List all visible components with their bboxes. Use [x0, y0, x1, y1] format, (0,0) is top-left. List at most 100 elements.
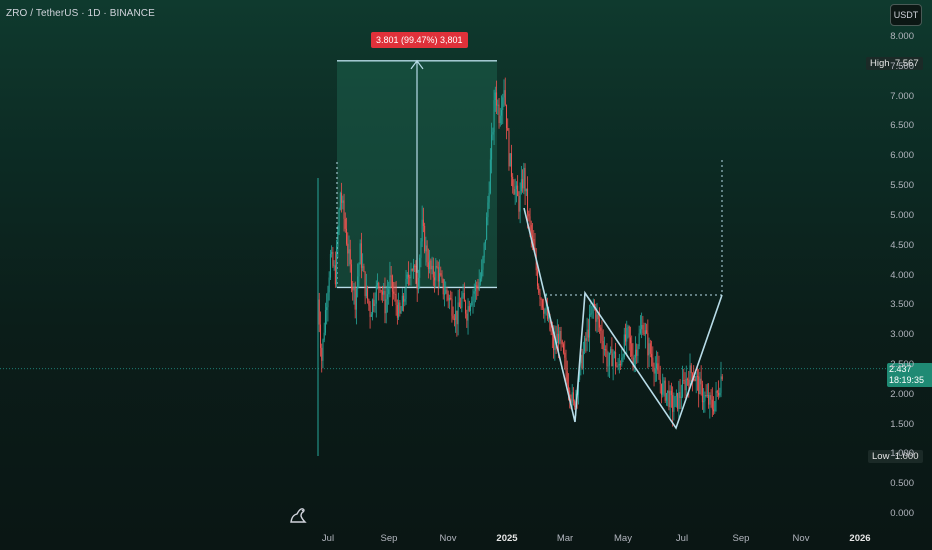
- candle-body: [571, 392, 573, 403]
- candle-body: [408, 274, 410, 278]
- countdown-value: 18:19:35: [889, 375, 925, 385]
- candle-body: [414, 265, 416, 267]
- candle-body: [705, 395, 707, 397]
- candle-body: [653, 366, 655, 374]
- candle-body: [556, 333, 558, 344]
- candle-body: [513, 186, 515, 195]
- candle-body: [582, 351, 584, 368]
- candle-body: [416, 283, 418, 290]
- candle-body: [721, 376, 723, 380]
- candle-body: [554, 338, 556, 351]
- candle-body: [487, 202, 489, 218]
- y-tick-label: 2.500: [890, 358, 914, 370]
- candle-body: [711, 399, 713, 410]
- candle-body: [538, 285, 540, 293]
- candle-body: [448, 297, 450, 301]
- candle-body: [633, 357, 635, 368]
- candle-body: [447, 294, 449, 301]
- candle-body: [427, 262, 429, 270]
- candle-body: [346, 228, 348, 244]
- candle-body: [430, 260, 432, 270]
- candle-body: [331, 251, 333, 255]
- candle-body: [543, 307, 545, 314]
- candle-body: [622, 356, 624, 359]
- candle-body: [484, 239, 486, 244]
- candle-body: [679, 392, 681, 398]
- candle-body: [492, 132, 494, 135]
- candle-body: [415, 265, 417, 284]
- candle-body: [546, 307, 548, 319]
- candle-body: [527, 188, 529, 214]
- candle-body: [663, 380, 665, 384]
- candle-body: [715, 390, 717, 402]
- candle-body: [544, 309, 546, 314]
- candle-body: [637, 346, 639, 356]
- candle-body: [342, 200, 344, 203]
- last-price-value: 2.437: [889, 364, 912, 374]
- candle-body: [590, 313, 592, 315]
- candle-body: [683, 380, 685, 382]
- candle-body: [626, 327, 628, 342]
- candle-body: [424, 225, 426, 252]
- candle-body: [646, 330, 648, 334]
- candle-body: [405, 278, 407, 299]
- candle-body: [616, 366, 618, 368]
- candle-body: [498, 104, 500, 124]
- candle-body: [670, 390, 672, 396]
- candle-body: [432, 265, 434, 278]
- x-tick-label: 2026: [849, 533, 871, 544]
- candle-body: [437, 267, 439, 282]
- x-tick-label: Sep: [732, 533, 750, 544]
- candle-body: [598, 319, 600, 328]
- candle-body: [412, 265, 414, 271]
- candle-body: [536, 270, 538, 286]
- y-tick-label: 1.000: [890, 448, 914, 460]
- candle-body: [441, 275, 443, 280]
- candle-body: [673, 406, 675, 412]
- candle-body: [684, 380, 686, 391]
- candle-body: [586, 329, 588, 341]
- x-tick-label: Nov: [439, 533, 457, 544]
- candle-body: [332, 251, 334, 266]
- candle-body: [440, 273, 442, 276]
- candle-body: [471, 301, 473, 306]
- y-tick-label: 6.000: [890, 150, 914, 162]
- candle-body: [483, 243, 485, 258]
- candle-body: [656, 363, 658, 369]
- brand-logo-icon[interactable]: [288, 505, 308, 525]
- candle-body: [390, 275, 392, 277]
- candle-body: [333, 265, 335, 267]
- candle-body: [328, 277, 330, 293]
- candle-body: [318, 299, 320, 325]
- candle-body: [597, 314, 599, 320]
- candle-body: [629, 337, 631, 344]
- currency-button[interactable]: USDT: [890, 4, 922, 26]
- candle-body: [386, 294, 388, 300]
- candle-body: [326, 307, 328, 311]
- candle-body: [358, 264, 360, 277]
- candle-body: [533, 238, 535, 248]
- candle-body: [657, 363, 659, 371]
- candle-body: [625, 334, 627, 342]
- candle-body: [370, 314, 372, 317]
- candle-body: [496, 92, 498, 106]
- candle-body: [615, 352, 617, 367]
- candle-body: [462, 292, 464, 297]
- candle-body: [525, 188, 527, 192]
- candle-body: [460, 306, 462, 308]
- candle-body: [347, 243, 349, 254]
- candle-body: [439, 273, 441, 282]
- candle-body: [517, 185, 519, 197]
- candle-body: [499, 115, 501, 124]
- candle-body: [380, 290, 382, 292]
- candle-body: [377, 282, 379, 286]
- candle-body: [532, 235, 534, 239]
- candle-body: [507, 128, 509, 131]
- x-tick-label: May: [614, 533, 632, 544]
- candle-body: [362, 266, 364, 268]
- candle-body: [368, 299, 370, 306]
- candle-body: [372, 299, 374, 315]
- candle-body: [425, 245, 427, 252]
